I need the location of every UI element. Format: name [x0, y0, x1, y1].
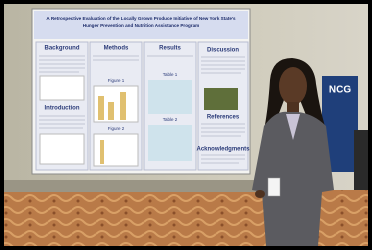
- section-heading: Methods: [104, 46, 129, 52]
- figure-label: Figure 2: [108, 126, 125, 131]
- figure-bar: [100, 140, 104, 164]
- table: [148, 125, 192, 161]
- section-heading: Results: [159, 46, 181, 52]
- section-heading: Discussion: [207, 48, 239, 54]
- section-heading: References: [207, 115, 240, 121]
- page: {"poster": {"title_lines": ["A Retrospec…: [0, 0, 372, 250]
- poster-title: Hunger Prevention and Nutrition Assistan…: [83, 23, 199, 28]
- photo: A Retrospective Evaluation of the Locall…: [0, 0, 372, 250]
- table-cloth: [354, 130, 368, 190]
- badge: [268, 178, 280, 196]
- table-label: Table 1: [163, 72, 178, 77]
- table: [148, 80, 192, 114]
- banner-text: NCG: [329, 85, 351, 96]
- section-heading: Acknowledgments: [196, 147, 250, 153]
- photo-inset: [204, 88, 238, 110]
- hand: [255, 190, 265, 198]
- chart-image: [40, 76, 84, 100]
- poster-title: A Retrospective Evaluation of the Locall…: [46, 16, 236, 21]
- figure-bar: [98, 96, 104, 120]
- table-label: Table 2: [163, 117, 178, 122]
- figure-label: Figure 1: [108, 78, 125, 83]
- section-heading: Background: [44, 46, 79, 52]
- figure-bar: [120, 92, 126, 120]
- chart-image: [40, 134, 84, 164]
- figure-bar: [108, 102, 114, 120]
- face: [279, 67, 307, 105]
- section-heading: Introduction: [45, 106, 80, 112]
